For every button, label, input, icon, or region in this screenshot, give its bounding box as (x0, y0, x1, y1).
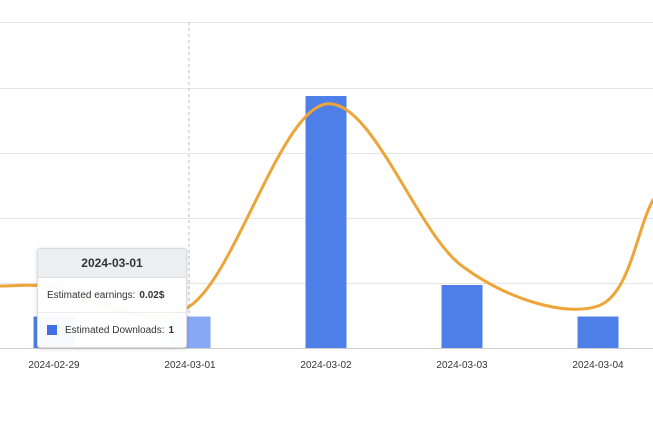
downloads-bar[interactable] (577, 316, 619, 349)
downloads-legend-swatch (47, 325, 57, 335)
x-tick-label: 2024-03-03 (436, 360, 488, 371)
x-tick-label: 2024-03-01 (164, 360, 216, 371)
x-axis-labels: 2024-02-29 2024-03-01 2024-03-02 2024-03-03… (28, 360, 624, 371)
downloads-bars (33, 96, 619, 349)
downloads-bar[interactable] (441, 285, 483, 348)
tooltip-downloads-row: Estimated Downloads: 1 (38, 312, 186, 347)
x-tick-label: 2024-03-02 (300, 360, 352, 371)
tooltip-earnings-label: Estimated earnings: (47, 289, 136, 301)
tooltip-earnings-value: 0.02$ (139, 289, 165, 301)
chart-tooltip: 2024-03-01 Estimated earnings: 0.02$ Est… (37, 248, 187, 348)
x-tick-label: 2024-02-29 (28, 360, 80, 371)
tooltip-earnings-row: Estimated earnings: 0.02$ (38, 278, 186, 312)
tooltip-title: 2024-03-01 (38, 249, 186, 278)
downloads-bar[interactable] (305, 96, 347, 348)
x-tick-label: 2024-03-04 (572, 360, 624, 371)
tooltip-downloads-value: 1 (168, 324, 175, 336)
tooltip-downloads-label: Estimated Downloads: (65, 324, 165, 336)
